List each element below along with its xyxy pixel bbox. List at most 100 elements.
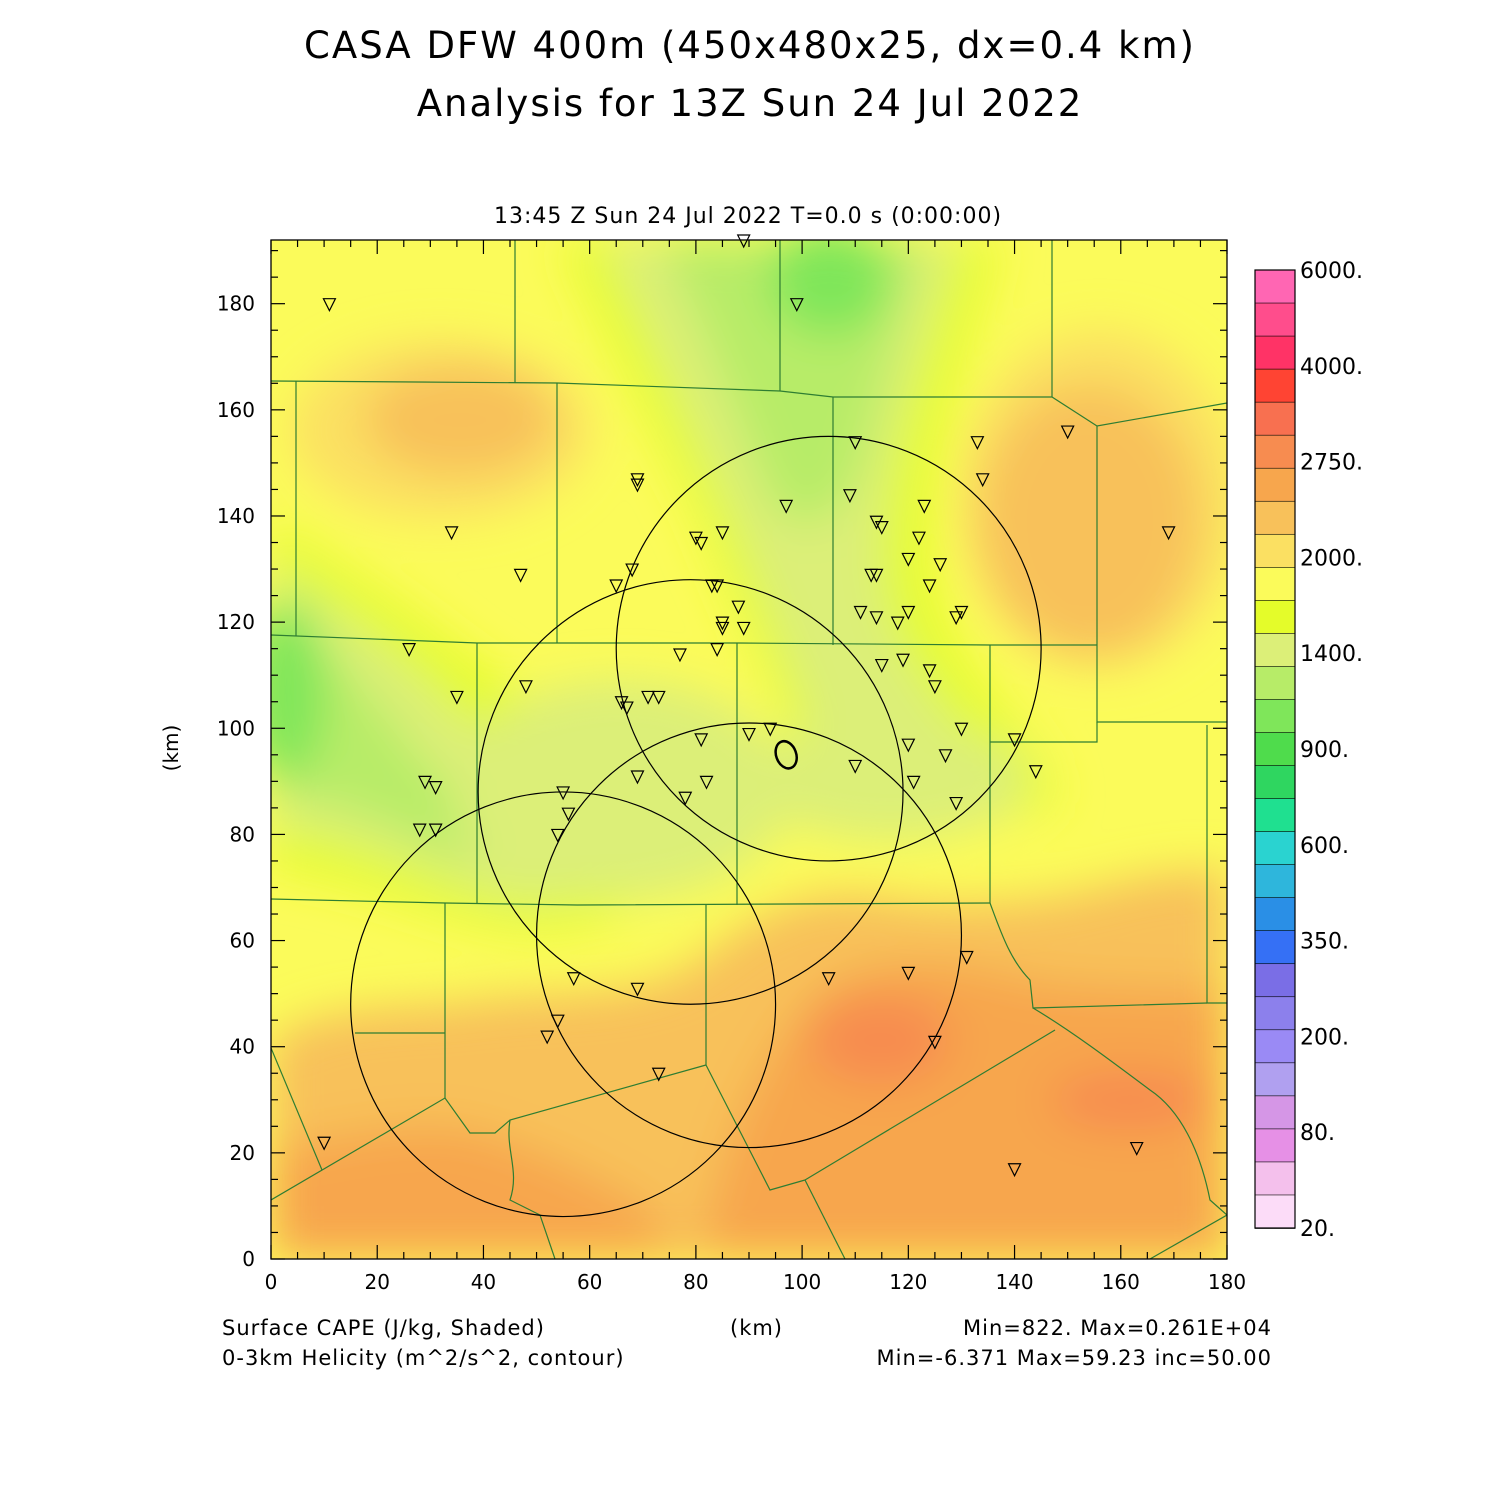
colorbar-swatch	[1254, 401, 1296, 436]
colorbar-label: 200.	[1300, 1025, 1349, 1050]
station-marker	[842, 489, 857, 504]
station-marker	[1007, 1163, 1022, 1178]
station-marker	[869, 515, 884, 530]
cape-zone-1200-center-east	[750, 720, 1030, 840]
colorbar-frame	[1254, 269, 1296, 1229]
station-marker	[922, 664, 937, 679]
station-marker	[949, 796, 964, 811]
station-marker	[672, 648, 687, 663]
cape-zone-900-north	[770, 240, 890, 335]
colorbar-swatch	[1254, 335, 1296, 370]
colorbar-label: 2750.	[1300, 451, 1363, 476]
cape-zone-2250-west	[271, 1127, 680, 1259]
range-ring	[350, 791, 777, 1218]
station-marker	[821, 972, 836, 987]
x-tick-label: 60	[577, 1270, 602, 1294]
station-marker	[1007, 733, 1022, 748]
cape-field-label: Surface CAPE (J/kg, Shaded)	[222, 1316, 545, 1340]
colorbar: 6000. 4000. 2750. 2000. 1400. 900. 600. 350. 200…	[1254, 259, 1363, 1242]
station-marker	[731, 600, 746, 615]
station-marker	[715, 526, 730, 541]
station-marker	[933, 558, 948, 573]
colorbar-swatch	[1254, 302, 1296, 337]
station-marker	[428, 823, 443, 838]
station-marker	[970, 436, 985, 451]
station-marker	[715, 621, 730, 636]
station-marker	[1161, 526, 1176, 541]
x-axis-label: (km)	[730, 1316, 784, 1340]
cape-zone-2500-a	[810, 995, 950, 1085]
station-marker	[954, 605, 969, 620]
y-tick-label: 140	[217, 504, 255, 528]
x-tick-label: 160	[1102, 1270, 1140, 1294]
colorbar-swatch	[1254, 996, 1296, 1031]
x-tick-label: 140	[995, 1270, 1033, 1294]
station-marker	[630, 770, 645, 785]
colorbar-swatch	[1254, 963, 1296, 998]
station-marker	[1028, 765, 1043, 780]
station-marker	[922, 579, 937, 594]
cape-zone-1200-center	[450, 680, 790, 900]
station-marker	[609, 579, 624, 594]
axis-tick-labels: 0 20 40 60 80 100 120 140 160 180 0 20 40 60 80 100 120 1…	[217, 292, 1246, 1294]
station-marker	[619, 701, 634, 716]
station-marker	[906, 775, 921, 790]
station-marker	[901, 738, 916, 753]
colorbar-label: 20.	[1300, 1217, 1335, 1242]
station-marker	[630, 982, 645, 997]
station-marker	[641, 690, 656, 705]
y-tick-label: 20	[230, 1141, 255, 1165]
station-marker	[561, 807, 576, 822]
cape-minmax: Min=822. Max=0.261E+04	[962, 1316, 1272, 1340]
axis-ticks	[270, 240, 1228, 1260]
station-marker	[938, 749, 953, 764]
colorbar-swatch	[1254, 930, 1296, 965]
cape-zone-1200-north	[600, 240, 1010, 809]
station-marker	[699, 775, 714, 790]
station-marker	[896, 653, 910, 668]
colorbar-label: 2000.	[1300, 546, 1363, 571]
radar-range-rings	[350, 435, 1042, 1218]
cape-zone-900-west	[271, 600, 325, 780]
station-marker	[630, 478, 645, 493]
station-marker	[428, 781, 443, 795]
station-marker	[540, 1030, 555, 1045]
station-marker	[911, 531, 926, 546]
station-marker	[959, 950, 974, 965]
y-tick-label: 180	[217, 292, 255, 316]
x-tick-label: 40	[471, 1270, 496, 1294]
station-marker	[614, 696, 629, 711]
station-marker	[715, 616, 730, 631]
range-ring	[615, 435, 1042, 862]
colorbar-swatch	[1254, 699, 1296, 734]
station-marker	[566, 972, 581, 987]
colorbar-swatch	[1254, 765, 1296, 800]
station-marker	[848, 759, 863, 774]
colorbar-swatch	[1254, 600, 1296, 635]
helicity-contours	[774, 739, 798, 770]
colorbar-label: 350.	[1300, 930, 1349, 955]
figure-subtitle: Analysis for 13Z Sun 24 Jul 2022	[416, 82, 1084, 125]
station-marker	[789, 298, 804, 313]
helicity-minmax: Min=-6.371 Max=59.23 inc=50.00	[876, 1346, 1272, 1370]
station-marker	[975, 473, 990, 488]
station-marker	[901, 966, 916, 981]
station-marker	[449, 690, 464, 705]
cape-zone-2250-ne	[980, 385, 1200, 655]
station-marker	[678, 791, 693, 806]
colorbar-swatch	[1254, 467, 1296, 503]
station-marker	[412, 823, 427, 838]
county-boundaries	[271, 240, 1227, 1259]
range-ring	[535, 722, 963, 1149]
station-marker	[874, 658, 889, 673]
station-marker	[848, 436, 863, 451]
colorbar-swatch	[1254, 897, 1296, 932]
station-marker	[444, 526, 459, 541]
station-marker	[710, 643, 725, 658]
station-marker	[556, 786, 571, 801]
station-marker	[550, 1014, 565, 1029]
station-marker	[742, 727, 756, 742]
station-marker	[853, 605, 868, 620]
station-marker	[901, 552, 916, 567]
